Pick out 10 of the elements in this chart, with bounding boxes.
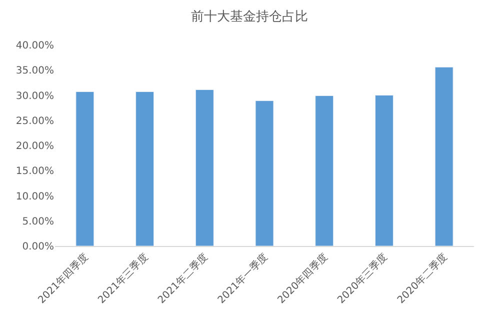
chart-title: 前十大基金持仓占比 — [191, 9, 308, 24]
y-tick-label: 20.00% — [16, 141, 54, 152]
y-tick-label: 0.00% — [22, 242, 54, 252]
y-tick-label: 35.00% — [16, 66, 54, 77]
y-tick-label: 25.00% — [16, 116, 54, 127]
y-tick-label: 5.00% — [22, 216, 54, 228]
y-tick-label: 40.00% — [16, 40, 54, 52]
y-tick-label: 15.00% — [16, 166, 54, 178]
y-tick-label: 30.00% — [16, 90, 54, 102]
y-tick-label: 10.00% — [16, 191, 54, 202]
